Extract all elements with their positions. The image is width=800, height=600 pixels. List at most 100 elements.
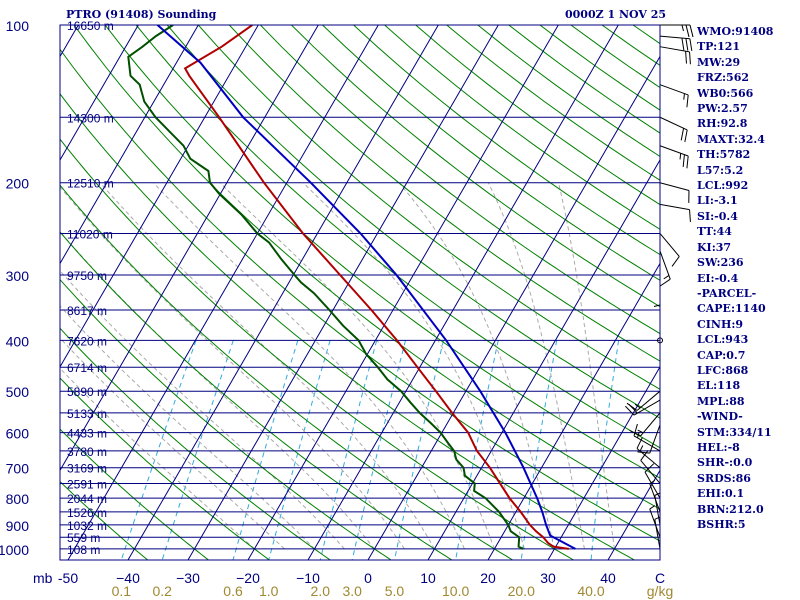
pressure-tick-200: 200 (6, 176, 30, 192)
isotherm--30 (187, 25, 499, 560)
height-label: 11020 m (67, 227, 113, 241)
wind-full-barb (689, 24, 694, 38)
mixing-ratio-line (120, 340, 197, 560)
stat-item: RH:92.8 (697, 117, 748, 131)
pressure-tick-600: 600 (6, 426, 30, 442)
isotherm--90 (60, 25, 139, 161)
wind-half-barb (634, 403, 641, 409)
stat-item: L57:5.2 (697, 163, 744, 177)
height-label: 8617 m (67, 304, 107, 318)
stat-item: MPL:88 (697, 394, 745, 408)
pressure-tick-1000: 1000 (0, 542, 29, 558)
wind-staff (659, 182, 690, 191)
height-label: 5133 m (67, 407, 107, 421)
moist-adiabat (60, 270, 345, 550)
temperature-tick: 10 (420, 570, 436, 586)
height-label: 108 m (67, 543, 100, 557)
wind-half-barb (637, 429, 644, 434)
wind-barb (654, 516, 661, 549)
temperature-tick: -50 (58, 570, 78, 586)
temperature-tick: 40 (600, 570, 616, 586)
wind-barbs (625, 24, 694, 549)
stat-item: TT:44 (697, 225, 732, 239)
mixing-ratio-line (590, 340, 620, 560)
temperature-tick: 0 (364, 570, 372, 586)
wind-staff (640, 460, 661, 484)
mixing-ratio-tick: 0.1 (112, 583, 132, 599)
moist-adiabat (60, 367, 255, 550)
stats-panel: WMO:91408 TP:121 MW:29 FRZ:562 WB0:566 PW:2.5… (697, 24, 773, 532)
isotherms (0, 25, 660, 560)
height-label: 2591 m (67, 477, 107, 491)
wind-full-barb (671, 256, 680, 267)
mixing-ratio-line (351, 340, 406, 560)
stat-item: BSHR:5 (697, 518, 746, 531)
wind-staff (636, 448, 661, 469)
height-label: 3780 m (67, 445, 107, 459)
moist-adiabat (558, 182, 615, 549)
isotherm--70 (60, 25, 259, 368)
mixing-ratio-unit-label: g/kg (647, 583, 673, 599)
stat-item: WMO:91408 (697, 25, 774, 38)
mixing-ratio-lines (120, 340, 620, 560)
mixing-ratio-line (319, 340, 378, 560)
wind-full-barb (686, 94, 689, 108)
temperature-line (183, 25, 569, 550)
mixing-ratio-tick: 2.0 (311, 583, 331, 599)
wind-full-barb (684, 129, 688, 143)
wind-half-barb (654, 492, 661, 496)
height-label: 16650 m (67, 19, 114, 33)
wind-staff (659, 203, 690, 211)
wind-half-barb (679, 153, 682, 160)
dry-adiabat (353, 25, 660, 256)
height-label: 1032 m (67, 519, 107, 533)
mixing-ratio-tick: 0.2 (153, 583, 173, 599)
stat-item: BRN:212.0 (697, 502, 764, 516)
wind-barb (659, 203, 691, 222)
wind-full-barb (633, 423, 638, 437)
wind-staff (640, 412, 661, 437)
temperature-tick: 30 (540, 570, 556, 586)
height-label: 559 m (67, 531, 100, 545)
wind-half-barb (663, 275, 670, 280)
wind-barb (659, 250, 671, 287)
wind-barb (654, 492, 661, 526)
wind-full-barb (681, 37, 685, 51)
isotherm--110 (0, 25, 18, 560)
stat-item: LFC:868 (697, 363, 749, 377)
dry-adiabat (60, 184, 513, 560)
wind-staff (659, 250, 671, 280)
wind-barb (659, 35, 693, 52)
isotherm-30 (547, 365, 660, 560)
dry-adiabat (228, 25, 660, 362)
wind-half-barb (654, 516, 661, 520)
pressure-tick-700: 700 (6, 461, 30, 477)
wind-staff (654, 519, 661, 549)
wind-staff (659, 233, 680, 257)
wind-barb (659, 116, 688, 143)
mixing-ratio-tick: 10.0 (442, 583, 469, 599)
pressure-tick-900: 900 (6, 518, 30, 534)
wind-full-barb (680, 128, 685, 141)
stat-item: KI:37 (697, 240, 732, 254)
height-label: 9750 m (67, 269, 107, 283)
wind-half-barb (649, 479, 656, 485)
temperature-unit-label: C (655, 570, 665, 586)
sounding-time: 0000Z 1 NOV 25 (565, 8, 667, 21)
dry-adiabat (60, 138, 574, 560)
wind-full-barb (637, 451, 650, 454)
dry-adiabats (60, 25, 660, 560)
wind-full-barb (640, 450, 649, 461)
stat-item: CAPE:1140 (697, 302, 766, 316)
stat-item: TP:121 (697, 40, 741, 54)
dry-adiabat (60, 327, 331, 560)
mixing-ratio-line (161, 340, 234, 560)
wind-half-barb (639, 445, 644, 452)
isotherm--20 (247, 25, 559, 560)
profile-lines (127, 25, 576, 550)
wind-barb (637, 424, 661, 454)
wind-full-barb (659, 278, 671, 287)
height-label: 14300 m (67, 111, 114, 125)
mixing-ratio-line (455, 340, 499, 560)
isotherm--50 (67, 25, 379, 560)
